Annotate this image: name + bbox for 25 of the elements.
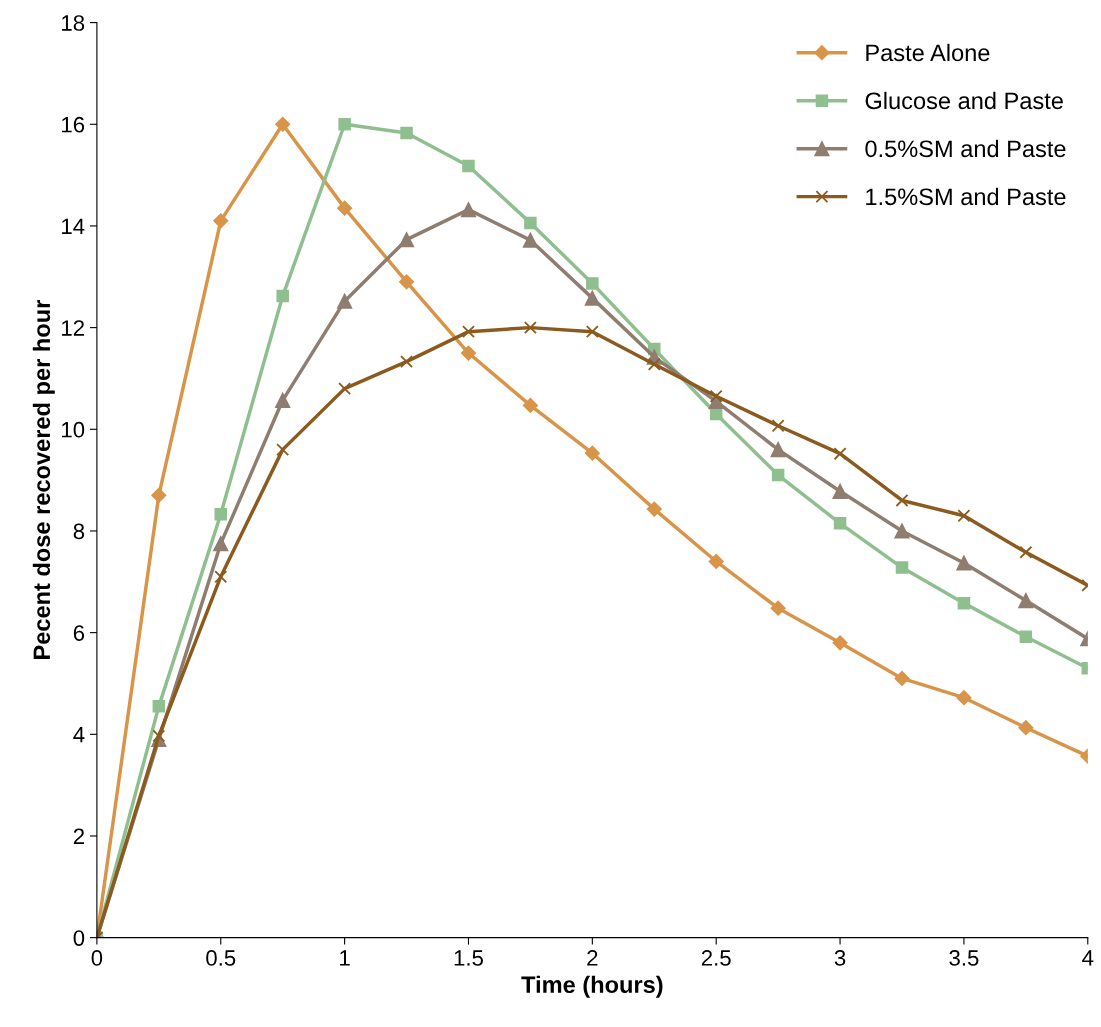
y-tick-label: 18 <box>62 15 85 31</box>
legend-label: 1.5%SM and Paste <box>866 187 1066 206</box>
x-tick-label: 2 <box>587 950 598 966</box>
y-axis-title: Pecent dose recovered per hour <box>32 300 55 659</box>
x-tick-label: 0 <box>91 950 103 966</box>
legend-label: 0.5%SM and Paste <box>865 139 1066 158</box>
x-tick-label: 3 <box>834 950 846 966</box>
x-tick-label: 0.5 <box>206 950 236 966</box>
x-tick-label: 4 <box>1082 950 1094 966</box>
y-tick-label: 8 <box>73 523 85 540</box>
x-tick-label: 3.5 <box>949 950 979 966</box>
y-tick-label: 4 <box>73 727 85 743</box>
x-tick-label: 1.5 <box>454 950 483 966</box>
x-tick-label: 1 <box>340 950 350 966</box>
y-tick-label: 14 <box>62 218 85 234</box>
y-tick-label: 16 <box>62 116 85 133</box>
y-tick-label: 10 <box>62 421 85 438</box>
y-tick-label: 6 <box>73 625 85 641</box>
legend-label: Glucose and Paste <box>865 91 1063 110</box>
y-tick-label: 0 <box>73 930 85 946</box>
y-tick-label: 12 <box>62 320 84 336</box>
y-tick-label: 2 <box>73 828 84 845</box>
x-axis-title: Time (hours) <box>521 975 663 998</box>
x-tick-label: 2.5 <box>701 950 731 966</box>
legend-label: Paste Alone <box>866 43 990 62</box>
